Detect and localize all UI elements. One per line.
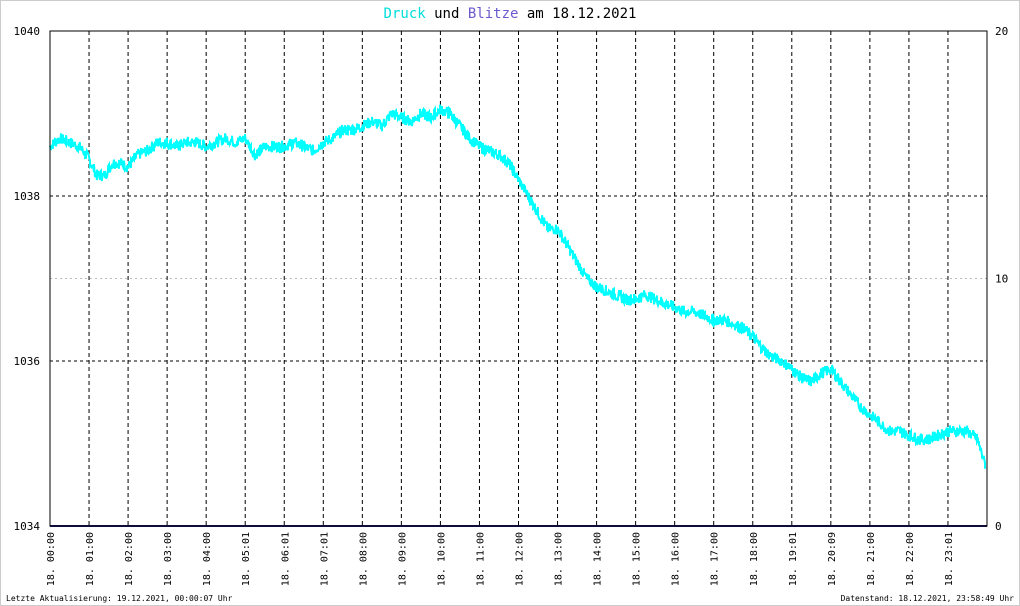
x-tick-label: 18. 10:00 [436, 532, 447, 586]
x-tick-label: 18. 19:01 [788, 532, 799, 586]
chart-title: Druck und Blitze am 18.12.2021 [384, 6, 637, 22]
y-left-tick-label: 1040 [14, 25, 41, 38]
x-tick-label: 18. 00:00 [46, 532, 57, 586]
y-right-tick-label: 20 [995, 25, 1008, 38]
title-date: am 18.12.2021 [518, 6, 636, 22]
title-und: und [426, 6, 468, 22]
x-tick-label: 18. 13:00 [554, 532, 565, 586]
title-blitze: Blitze [468, 6, 519, 22]
x-tick-label: 18. 12:00 [515, 532, 526, 586]
y-axis-left: 1034 1036 1038 1040 [14, 25, 41, 533]
y-left-tick-label: 1038 [14, 190, 41, 203]
x-tick-label: 18. 16:00 [671, 532, 682, 586]
x-tick-label: 18. 03:00 [163, 532, 174, 586]
x-tick-label: 18. 17:00 [710, 532, 721, 586]
x-tick-label: 18. 15:00 [632, 532, 643, 586]
x-tick-label: 18. 09:00 [397, 532, 408, 586]
x-tick-label: 18. 02:00 [124, 532, 135, 586]
plot-border [49, 30, 988, 527]
x-tick-label: 18. 01:00 [85, 532, 96, 586]
x-tick-label: 18. 07:01 [319, 532, 330, 586]
y-right-tick-label: 10 [995, 273, 1008, 286]
x-tick-label: 18. 05:01 [241, 532, 252, 586]
y-left-tick-label: 1034 [14, 520, 41, 533]
y-left-tick-label: 1036 [14, 355, 41, 368]
series-line-druck [49, 104, 986, 469]
footer-last-update: Letzte Aktualisierung: 19.12.2021, 00:00… [6, 594, 233, 603]
x-tick-label: 18. 22:00 [905, 532, 916, 586]
x-tick-label: 18. 14:00 [593, 532, 604, 586]
y-right-tick-label: 0 [995, 520, 1002, 533]
x-tick-label: 18. 06:01 [280, 532, 291, 586]
y-axis-right: 0 10 20 [995, 25, 1008, 533]
x-tick-label: 18. 21:00 [866, 532, 877, 586]
grid [50, 31, 987, 526]
title-druck: Druck [384, 6, 427, 22]
x-tick-label: 18. 04:00 [202, 532, 213, 586]
x-tick-label: 18. 18:00 [749, 532, 760, 586]
x-tick-label: 18. 20:09 [827, 532, 838, 586]
x-tick-label: 18. 11:00 [475, 532, 486, 586]
x-tick-label: 18. 08:00 [358, 532, 369, 586]
x-axis: 18. 00:00 18. 01:00 18. 02:00 18. 03:00 18. … [46, 532, 955, 586]
footer-data-status: Datenstand: 18.12.2021, 23:58:49 Uhr [841, 594, 1015, 603]
x-tick-label: 18. 23:01 [944, 532, 955, 586]
